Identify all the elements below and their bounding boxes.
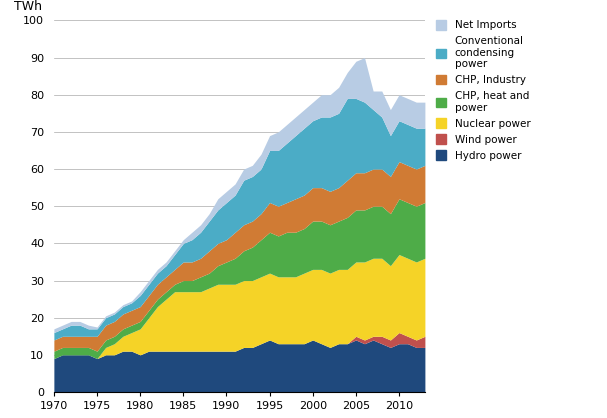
Y-axis label: TWh: TWh [14, 0, 42, 13]
Legend: Net Imports, Conventional
condensing
power, CHP, Industry, CHP, heat and
power, : Net Imports, Conventional condensing pow… [434, 18, 532, 163]
